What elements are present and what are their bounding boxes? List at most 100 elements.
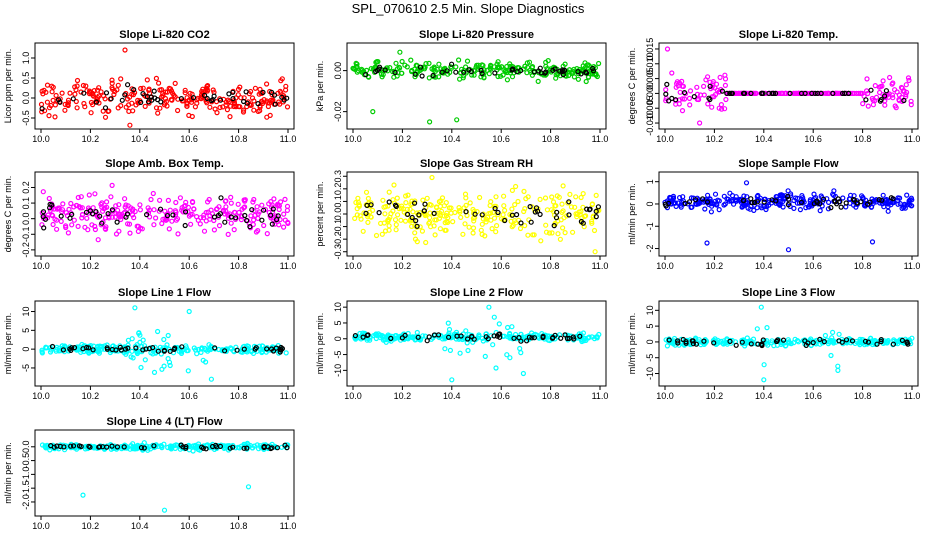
chart-10-point	[186, 443, 192, 449]
chart-10-point	[51, 444, 57, 450]
chart-4-point	[116, 202, 122, 208]
chart-1-point	[248, 102, 254, 108]
chart-8-point	[449, 377, 455, 383]
chart-9-point	[865, 339, 872, 345]
chart-4-xtick-label: 10.4	[131, 261, 149, 271]
chart-8-point	[549, 335, 556, 341]
chart-9-point	[771, 343, 777, 349]
chart-9-point	[862, 338, 869, 344]
chart-7-point	[222, 348, 228, 354]
chart-4-point	[98, 201, 104, 207]
chart-5-point	[463, 209, 469, 215]
chart-1-point	[172, 80, 178, 87]
chart-5-point	[458, 214, 464, 220]
chart-6-point	[798, 199, 805, 205]
chart-5-point	[574, 214, 580, 220]
chart-5-ytick-label: 0.1	[333, 195, 343, 208]
chart-1-point	[80, 82, 87, 89]
chart-1-point	[46, 112, 52, 119]
chart-4-point	[127, 230, 133, 236]
chart-4-point	[105, 211, 111, 217]
chart-3-point	[886, 74, 893, 81]
chart-5-point	[442, 220, 448, 226]
chart-2-point	[380, 71, 386, 78]
chart-6-point	[715, 197, 721, 203]
chart-1-point	[73, 98, 79, 105]
chart-10-point	[39, 442, 46, 448]
chart-7-point	[161, 347, 167, 354]
chart-10-point	[151, 443, 157, 449]
chart-7-point	[132, 305, 138, 311]
chart-8-point	[506, 333, 512, 339]
chart-4-point	[40, 214, 46, 220]
chart-2-point	[373, 68, 379, 75]
chart-1-point	[67, 90, 73, 96]
chart-3-point	[748, 90, 754, 97]
chart-5-point	[386, 199, 392, 205]
chart-2-point	[595, 60, 602, 67]
chart-3-point	[696, 120, 703, 126]
chart-8-point	[373, 335, 379, 342]
chart-3-point	[880, 78, 886, 84]
chart-4-point	[270, 206, 276, 212]
chart-7-point	[142, 357, 148, 363]
chart-3-point	[890, 95, 896, 101]
chart-5-point	[436, 215, 443, 221]
chart-3-point	[706, 95, 712, 101]
chart-6-point	[721, 193, 727, 199]
chart-8-point	[516, 335, 522, 341]
chart-4-point	[225, 231, 231, 237]
chart-10-xtick-label: 10.4	[131, 521, 149, 531]
chart-8-point	[497, 334, 503, 340]
chart-1-point	[127, 122, 133, 128]
chart-10-point	[227, 445, 233, 451]
chart-10-point	[214, 444, 220, 450]
chart-9-point	[857, 336, 863, 342]
chart-2-point	[571, 74, 578, 80]
chart-5-point	[409, 214, 415, 221]
chart-9-point	[843, 337, 850, 343]
chart-4-point	[189, 211, 195, 217]
chart-5-point	[431, 223, 437, 229]
chart-4-point	[183, 199, 189, 205]
chart-2-point	[486, 71, 492, 77]
chart-4-point	[228, 194, 234, 200]
chart-4-point	[222, 198, 228, 204]
chart-5-point	[426, 220, 432, 226]
chart-2-point	[404, 64, 410, 70]
chart-10-point	[159, 445, 165, 451]
chart-5-point	[493, 194, 499, 200]
chart-2-point	[456, 57, 462, 63]
chart-1-point	[142, 103, 148, 110]
chart-1-point	[267, 112, 273, 119]
chart-3-point	[713, 81, 720, 87]
chart-5-point	[386, 189, 392, 195]
chart-5-point	[409, 223, 415, 229]
chart-1-point	[155, 96, 161, 103]
chart-5-point	[521, 188, 527, 194]
chart-6-point	[904, 192, 910, 198]
chart-5-xtick-label: 11.0	[592, 261, 609, 271]
chart-9-point	[727, 338, 733, 344]
chart-7-ylabel: ml/min per min.	[3, 313, 13, 375]
chart-9-point	[881, 339, 887, 345]
chart-4-point	[264, 231, 270, 237]
chart-1-point	[255, 108, 261, 115]
chart-1-point	[130, 108, 136, 114]
chart-4-point	[79, 205, 85, 211]
chart-6-title: Slope Sample Flow	[738, 158, 839, 170]
chart-8-point	[364, 332, 370, 338]
chart-5-point	[422, 201, 428, 207]
chart-6-point	[704, 199, 711, 205]
chart-9-ytick-label: -5	[645, 354, 655, 362]
chart-3-point	[673, 101, 679, 107]
chart-8-point	[483, 334, 489, 340]
chart-5-point	[398, 217, 404, 223]
chart-1-point	[233, 103, 239, 109]
chart-1-point	[175, 107, 181, 114]
chart-10-point	[192, 442, 198, 448]
chart-5-point	[589, 201, 595, 208]
chart-5-point	[382, 211, 388, 217]
chart-3-point	[896, 96, 902, 103]
chart-3-point	[704, 74, 711, 80]
